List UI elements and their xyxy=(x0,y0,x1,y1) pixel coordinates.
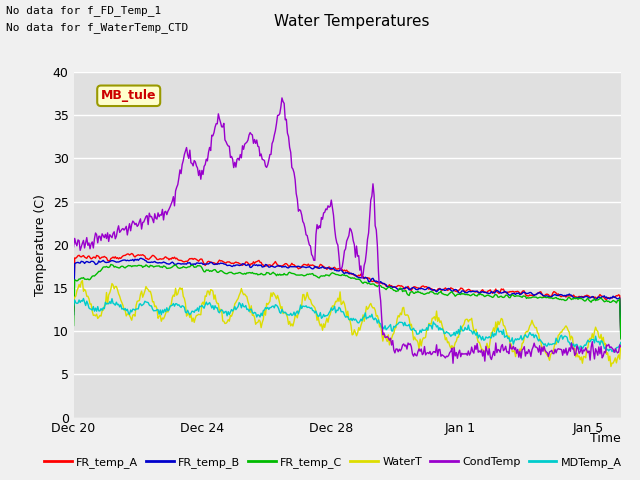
Y-axis label: Temperature (C): Temperature (C) xyxy=(35,194,47,296)
Text: No data for f_FD_Temp_1: No data for f_FD_Temp_1 xyxy=(6,5,162,16)
Legend: FR_temp_A, FR_temp_B, FR_temp_C, WaterT, CondTemp, MDTemp_A: FR_temp_A, FR_temp_B, FR_temp_C, WaterT,… xyxy=(40,452,626,472)
Text: Time: Time xyxy=(590,432,621,445)
Text: No data for f_WaterTemp_CTD: No data for f_WaterTemp_CTD xyxy=(6,22,189,33)
Text: MB_tule: MB_tule xyxy=(101,89,156,102)
Text: Water Temperatures: Water Temperatures xyxy=(275,14,429,29)
